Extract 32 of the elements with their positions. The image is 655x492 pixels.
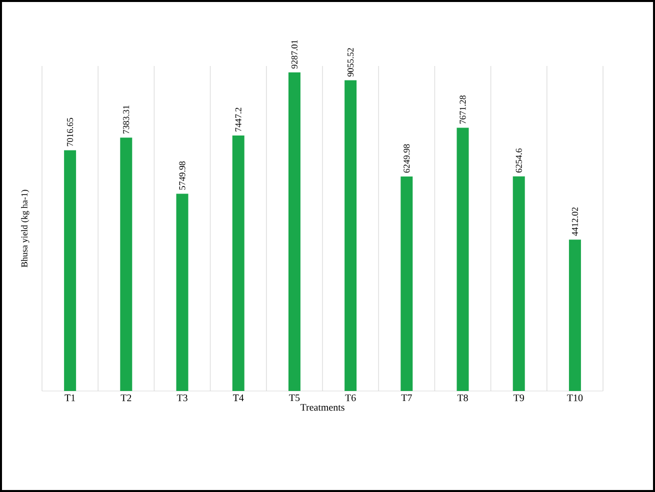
bar: [120, 138, 132, 391]
data-label: 7016.65: [67, 118, 74, 146]
bar: [288, 72, 300, 391]
bar: [456, 128, 469, 391]
bar: [176, 194, 188, 391]
x-tick-label: T7: [401, 394, 412, 402]
data-label: 9287.01: [291, 40, 298, 69]
bar: [232, 135, 244, 391]
data-label: 7671.28: [460, 95, 466, 124]
bar: [568, 240, 581, 391]
x-tick-label: T8: [457, 394, 468, 402]
x-tick-label: T9: [514, 394, 524, 402]
x-tick-label: T1: [64, 394, 75, 402]
data-label: 6249.98: [404, 144, 410, 173]
bar: [64, 150, 76, 391]
data-label: 5749.98: [179, 161, 186, 190]
data-label: 7383.31: [123, 106, 130, 134]
bar: [512, 176, 525, 391]
x-tick-label: T10: [567, 394, 583, 402]
bar: [344, 80, 357, 391]
data-label: 4412.02: [572, 207, 578, 236]
x-tick-label: T6: [345, 394, 356, 402]
x-axis-title: Treatments: [300, 404, 344, 411]
y-axis-title: Bhusa yield (kg ha-1): [21, 190, 30, 268]
x-tick-label: T4: [233, 394, 244, 402]
x-tick-label: T3: [176, 394, 188, 402]
data-label: 6254.6: [516, 148, 522, 172]
data-label: 9055.52: [348, 48, 354, 76]
x-tick-label: T5: [289, 394, 300, 402]
bar: [400, 176, 413, 391]
x-tick-label: T2: [120, 394, 132, 402]
data-label: 7447.2: [235, 108, 242, 132]
